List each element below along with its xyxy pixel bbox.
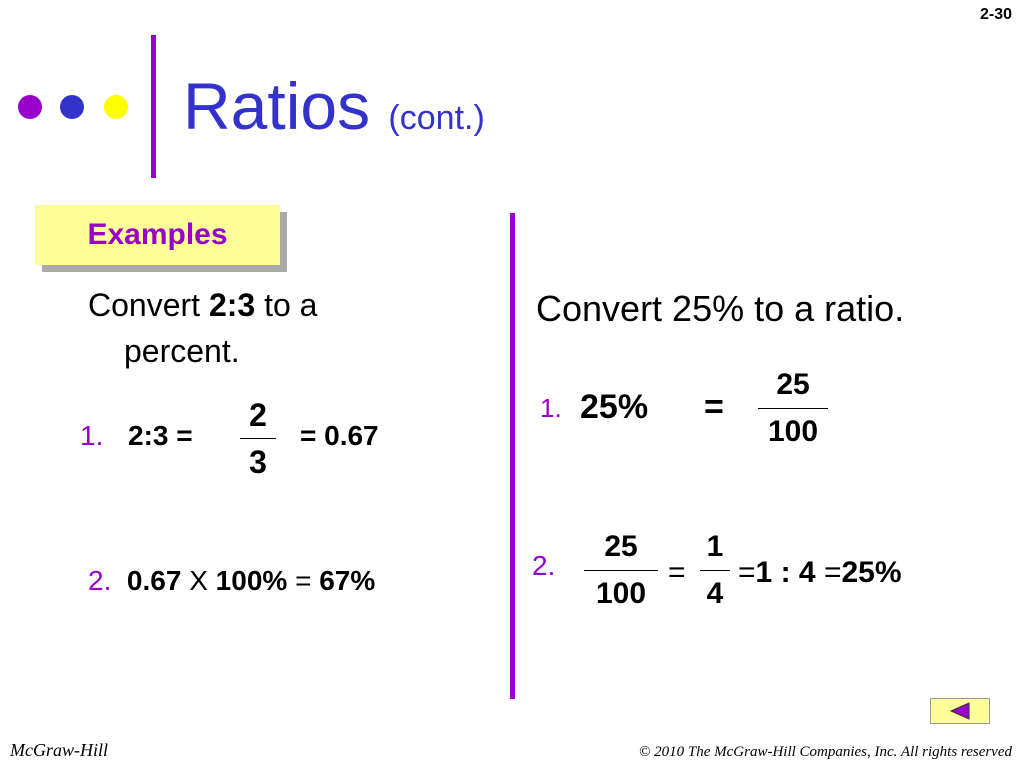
back-button[interactable] [930, 698, 990, 724]
numerator: 1 [706, 530, 724, 563]
publisher: McGraw-Hill [10, 740, 108, 760]
fraction: 25 100 [584, 528, 658, 613]
text: 1 [755, 556, 773, 589]
denominator: 100 [767, 415, 819, 448]
fraction: 25 100 [758, 366, 828, 451]
fraction-bar [758, 408, 828, 409]
back-icon [949, 702, 970, 720]
step-number: 2. [88, 565, 112, 596]
numerator: 25 [604, 530, 638, 563]
dot [18, 95, 42, 119]
text: 0.67 [126, 565, 182, 596]
numerator: 2 [249, 397, 267, 433]
dot [60, 95, 84, 119]
text: X [189, 565, 208, 596]
page-number: 2-30 [979, 6, 1012, 23]
text: 25% [841, 556, 902, 589]
text: 25% [580, 388, 649, 426]
text: = [295, 565, 312, 596]
fraction-bar [584, 570, 658, 571]
examples-label: Examples [35, 205, 280, 265]
text: to a percent. [124, 287, 318, 369]
title-rule [151, 35, 156, 178]
dot [104, 95, 128, 119]
fraction-bar [700, 570, 730, 571]
left-prompt: Convert 2:3 to a percent. [88, 282, 424, 374]
step-number: 2. [532, 550, 556, 581]
copyright: © 2010 The McGraw-Hill Companies, Inc. A… [638, 744, 1012, 760]
fraction-bar [240, 438, 276, 439]
text: = [668, 556, 686, 589]
text: 4 [798, 556, 816, 589]
step2: 2. 0.67 X 100% = 67% [88, 565, 375, 597]
title: Ratios (cont.) [183, 68, 485, 144]
divider [510, 213, 515, 699]
step-number: 1. [540, 393, 562, 423]
numerator: 25 [776, 368, 810, 401]
right-prompt: Convert 25% to a ratio. [536, 288, 905, 329]
text: 67% [319, 565, 376, 596]
arrow [949, 702, 970, 720]
text: 2:3 [208, 287, 256, 323]
step-number: 1. [80, 420, 104, 451]
title-text: Ratios [183, 69, 371, 143]
text: = [823, 556, 842, 589]
denominator: 100 [595, 577, 647, 610]
text: 100% [215, 565, 288, 596]
text: 2:3 = [128, 420, 193, 451]
text: = [738, 556, 756, 589]
text: Convert [88, 287, 201, 323]
subtitle: (cont.) [388, 99, 485, 137]
text: = [704, 388, 724, 426]
denominator: 3 [249, 444, 267, 480]
denominator: 4 [706, 577, 724, 610]
step2-tail: =1 : 4 =25% [738, 556, 902, 590]
text: = 0.67 [300, 420, 379, 451]
text: : [780, 556, 791, 589]
